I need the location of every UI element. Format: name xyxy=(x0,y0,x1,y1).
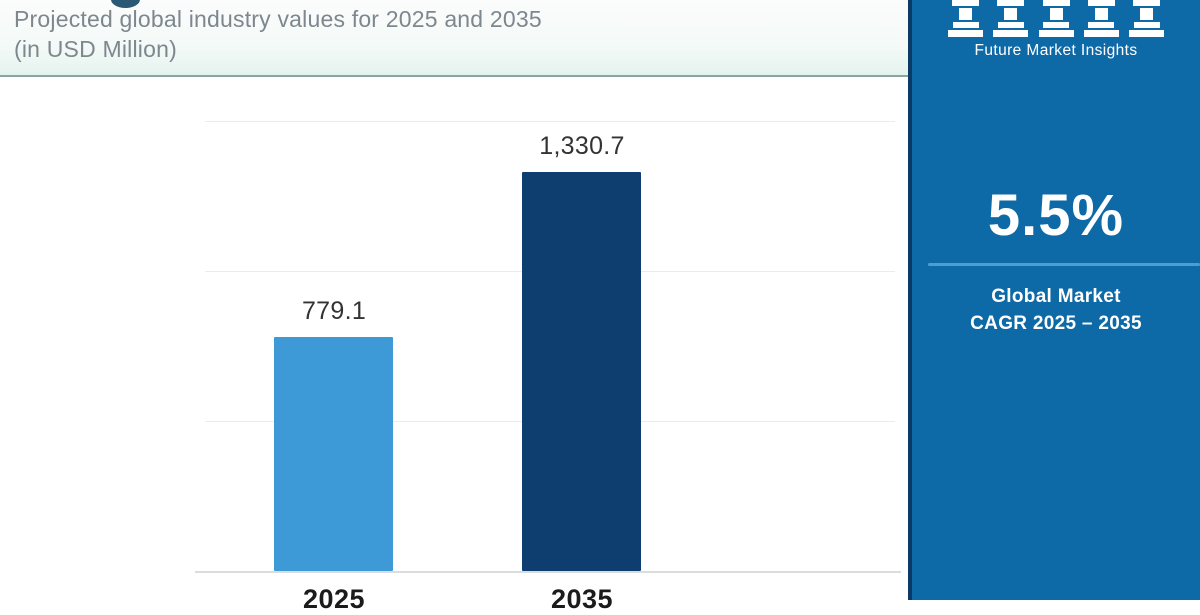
side-panel: Future Market Insights 5.5% Global Marke… xyxy=(912,0,1200,600)
x-axis-baseline xyxy=(195,571,901,573)
plot-area: 779.1 2025 1,330.7 2035 xyxy=(195,121,901,614)
chart-subtitle-line2: (in USD Million) xyxy=(14,36,177,62)
pillar-icon xyxy=(993,0,1029,37)
chart-subtitle: Projected global industry values for 202… xyxy=(14,4,542,64)
cropped-title-glyph xyxy=(111,0,140,8)
bar-value-label: 1,330.7 xyxy=(539,132,625,160)
header-band: Projected global industry values for 202… xyxy=(0,0,908,77)
pillar-icon xyxy=(1083,0,1119,37)
bar-2035 xyxy=(522,172,641,571)
gridline xyxy=(205,121,895,122)
brand-name: Future Market Insights xyxy=(974,42,1138,59)
bar-value-label: 779.1 xyxy=(301,297,367,325)
pillar-icon xyxy=(1038,0,1074,37)
cagr-label: Global Market CAGR 2025 – 2035 xyxy=(912,283,1200,337)
cagr-value: 5.5% xyxy=(987,183,1125,248)
cagr-label-line2: CAGR 2025 – 2035 xyxy=(970,313,1142,334)
pillar-icon xyxy=(948,0,983,37)
cagr-label-line1: Global Market xyxy=(991,286,1121,307)
fmi-pillars-icon xyxy=(948,0,1164,37)
cagr-divider-line xyxy=(928,263,1200,266)
pillar-icon xyxy=(1129,0,1164,37)
chart-subtitle-line1: Projected global industry values for 202… xyxy=(14,6,542,32)
bar-2025 xyxy=(274,337,393,571)
panel-edge-line xyxy=(908,0,912,600)
